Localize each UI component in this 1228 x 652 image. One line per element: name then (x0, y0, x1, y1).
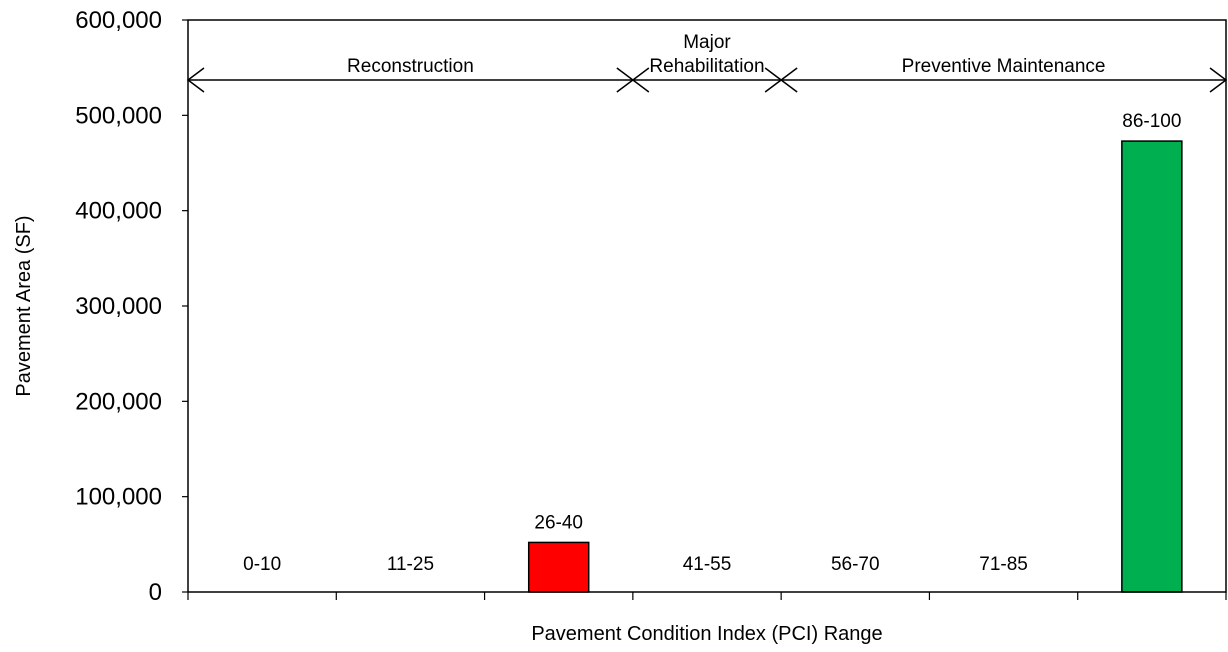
zone-label: Preventive Maintenance (902, 56, 1106, 77)
bars (527, 140, 1183, 593)
category-label-26-40: 26-40 (534, 512, 583, 533)
y-axis-ticks: 0 100,000 200,000 300,000 400,000 500,000 600,… (75, 7, 188, 606)
category-label-86-100: 86-100 (1122, 111, 1181, 132)
y-tick-label: 400,000 (75, 198, 162, 225)
category-label-71-85: 71-85 (979, 554, 1028, 575)
category-label-41-55: 41-55 (683, 554, 732, 575)
y-tick-label: 300,000 (75, 293, 162, 320)
y-axis-title: Pavement Area (SF) (13, 215, 35, 396)
category-labels: 0-10 11-25 26-40 41-55 56-70 71-85 86-100 (243, 111, 1181, 575)
x-axis-ticks (187, 592, 1227, 600)
zone-label: Major Rehabilitation (649, 32, 764, 77)
y-tick-label: 100,000 (75, 484, 162, 511)
y-tick-label: 500,000 (75, 102, 162, 129)
x-axis-title: Pavement Condition Index (PCI) Range (531, 623, 882, 645)
y-tick-label: 600,000 (75, 7, 162, 34)
bar-86-100 (1121, 140, 1183, 593)
category-label-0-10: 0-10 (243, 554, 281, 575)
y-tick-label: 0 (149, 579, 162, 606)
plot-frame (187, 19, 1227, 593)
zone-arrowhead (764, 67, 798, 93)
treatment-zones: Reconstruction Major Rehabilitation Prevent… (186, 32, 1228, 93)
zone-arrowhead (616, 67, 650, 93)
bar-26-40 (527, 541, 590, 593)
zone-label: Reconstruction (347, 56, 474, 77)
category-label-56-70: 56-70 (831, 554, 880, 575)
y-tick-label: 200,000 (75, 388, 162, 415)
category-label-11-25: 11-25 (387, 554, 434, 575)
